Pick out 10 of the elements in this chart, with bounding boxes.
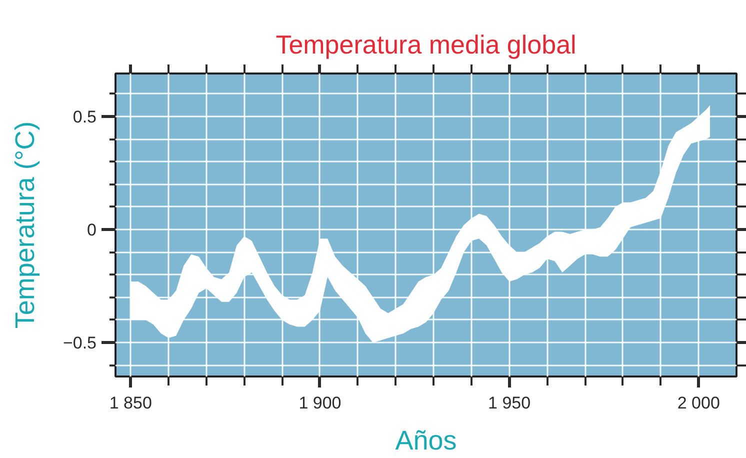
y-tick-label: 0.5 — [72, 107, 97, 126]
x-axis-title: Años — [395, 426, 457, 456]
x-tick-label: 1 850 — [109, 394, 152, 412]
y-axis-title: Temperatura (°C) — [10, 121, 40, 329]
x-tick-label: 1 900 — [298, 394, 342, 412]
y-tick-label: −0.5 — [62, 334, 96, 353]
x-tick-label: 2 000 — [677, 394, 720, 412]
chart-title: Temperatura media global — [276, 30, 576, 60]
x-tick-label: 1 950 — [488, 394, 531, 412]
y-tick-label: 0 — [87, 220, 97, 240]
